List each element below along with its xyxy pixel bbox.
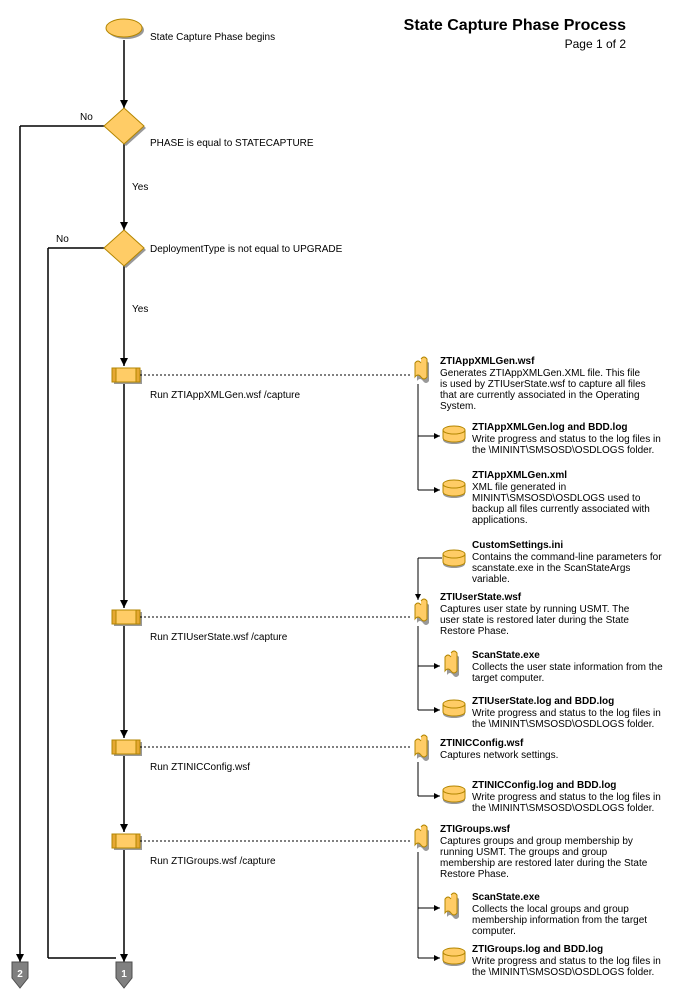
process-3 (112, 740, 142, 756)
annotation-proc1: ZTIAppXMLGen.wsf Generates ZTIAppXMLGen.… (415, 356, 667, 526)
offpage-connector-2: 2 (12, 962, 28, 988)
svg-text:ZTIAppXMLGen.log and BDD.log: ZTIAppXMLGen.log and BDD.log (472, 422, 628, 433)
svg-text:ZTIAppXMLGen.wsf: ZTIAppXMLGen.wsf (440, 356, 535, 367)
svg-text:ZTIGroups.wsf: ZTIGroups.wsf (440, 824, 511, 835)
process-1-label: Run ZTIAppXMLGen.wsf /capture (150, 390, 301, 401)
process-2-label: Run ZTIUserState.wsf /capture (150, 632, 288, 643)
d1-yes: Yes (132, 182, 148, 193)
svg-text:ZTIAppXMLGen.xml: ZTIAppXMLGen.xml (472, 470, 567, 481)
d2-yes: Yes (132, 304, 148, 315)
svg-text:ZTIUserState.wsf: ZTIUserState.wsf (440, 592, 522, 603)
start-label: State Capture Phase begins (150, 32, 275, 43)
process-1 (112, 368, 142, 384)
annotation-proc2: ZTIUserState.wsf Captures user state by … (415, 592, 667, 738)
page-subtitle: Page 1 of 2 (565, 37, 627, 51)
process-2 (112, 610, 142, 626)
decision-2-label: DeploymentType is not equal to UPGRADE (150, 244, 343, 255)
annotation-proc4: ZTIGroups.wsf Captures groups and group … (415, 824, 667, 986)
start-terminator (106, 19, 144, 39)
svg-text:2: 2 (17, 969, 23, 980)
flowchart-canvas: State Capture Phase Process Page 1 of 2 … (0, 0, 677, 998)
svg-text:ZTIUserState.log and BDD.log: ZTIUserState.log and BDD.log (472, 696, 614, 707)
annotation-customsettings: CustomSettings.ini Contains the command-… (415, 540, 667, 600)
svg-text:CustomSettings.ini: CustomSettings.ini (472, 540, 563, 551)
decision-2 (104, 230, 146, 268)
page-title: State Capture Phase Process (404, 17, 626, 34)
svg-text:ZTIGroups.log and BDD.log: ZTIGroups.log and BDD.log (472, 944, 603, 955)
d1-no: No (80, 112, 93, 123)
annotation-proc3: ZTINICConfig.wsf Captures network settin… (415, 735, 667, 822)
decision-1-label: PHASE is equal to STATECAPTURE (150, 138, 314, 149)
svg-text:ScanState.exe: ScanState.exe (472, 650, 540, 661)
decision-1 (104, 108, 146, 146)
process-4-label: Run ZTIGroups.wsf /capture (150, 856, 276, 867)
svg-text:1: 1 (121, 969, 127, 980)
offpage-connector-1: 1 (116, 962, 132, 988)
svg-text:ZTINICConfig.wsf: ZTINICConfig.wsf (440, 738, 524, 749)
svg-text:ScanState.exe: ScanState.exe (472, 892, 540, 903)
svg-text:ZTINICConfig.log and BDD.log: ZTINICConfig.log and BDD.log (472, 780, 616, 791)
process-4 (112, 834, 142, 850)
d2-no: No (56, 234, 69, 245)
process-3-label: Run ZTINICConfig.wsf (150, 762, 250, 773)
